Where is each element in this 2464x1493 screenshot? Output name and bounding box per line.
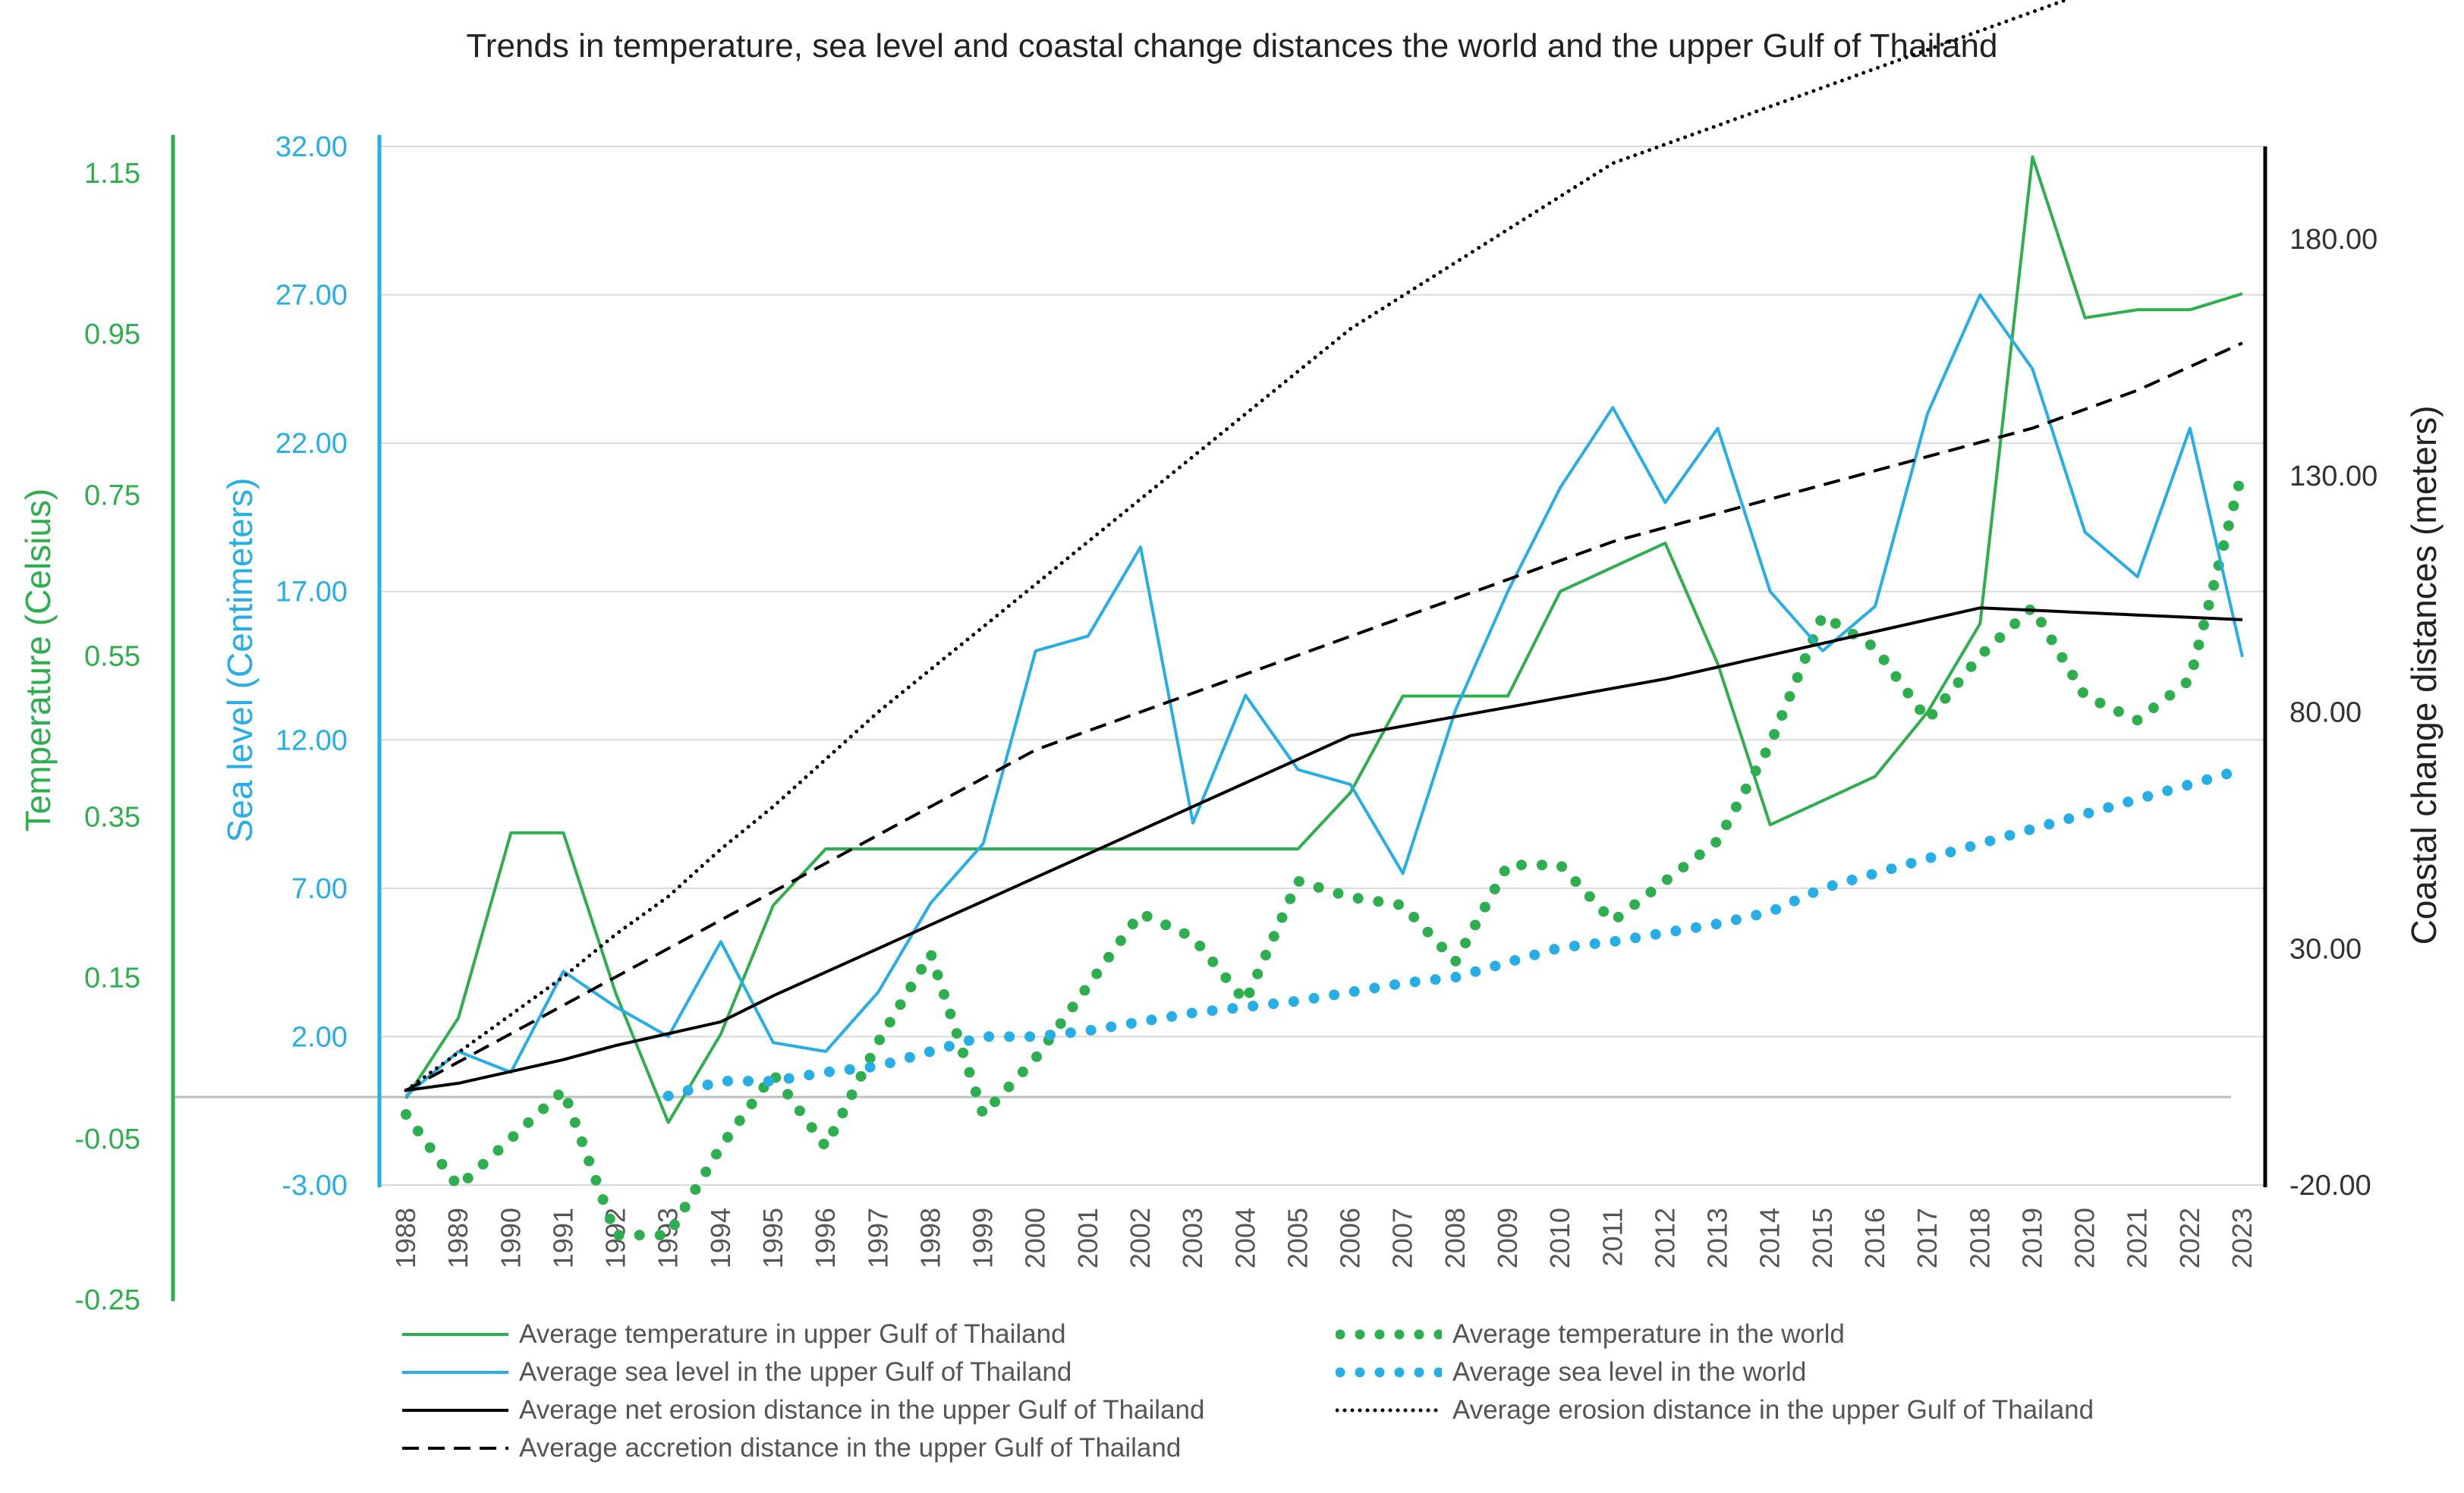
legend-label-temp-gulf: Average temperature in upper Gulf of Tha… — [519, 1319, 1066, 1349]
legend-item-erosion: Average erosion distance in the upper Gu… — [1336, 1392, 2094, 1429]
legend-label-temp-world: Average temperature in the world — [1452, 1319, 1845, 1349]
legend-swatch-sea-gulf — [402, 1371, 508, 1374]
series-line-temp_gulf — [404, 155, 2243, 1124]
temperature-tick-label: 0.75 — [84, 479, 140, 511]
legend-label-accretion: Average accretion distance in the upper … — [519, 1433, 1182, 1463]
legend-label-sea-world: Average sea level in the world — [1452, 1357, 1807, 1387]
legend-item-sea-world: Average sea level in the world — [1336, 1354, 1806, 1391]
temperature-tick-label: 0.55 — [84, 640, 140, 672]
x-tick-label: 2001 — [1072, 1208, 1103, 1268]
x-tick-label: 2009 — [1492, 1208, 1523, 1268]
x-tick-label: 2015 — [1807, 1208, 1838, 1268]
x-tick-label: 1988 — [390, 1208, 421, 1268]
sea-level-tick-label: 27.00 — [275, 280, 348, 312]
x-tick-label: 1998 — [914, 1208, 946, 1268]
sea-level-tick-label: 17.00 — [275, 577, 348, 608]
x-tick-label: 2013 — [1702, 1208, 1733, 1268]
legend-label-erosion: Average erosion distance in the upper Gu… — [1452, 1395, 2094, 1425]
temperature-tick-label: 1.15 — [84, 158, 140, 190]
x-tick-label: 2011 — [1597, 1208, 1628, 1266]
x-tick-label: 2014 — [1754, 1208, 1786, 1268]
sea-level-tick-label: -3.00 — [282, 1170, 348, 1202]
x-tick-label: 2016 — [1859, 1208, 1890, 1268]
x-tick-label: 1989 — [442, 1208, 474, 1268]
x-tick-label: 2018 — [1964, 1208, 1995, 1268]
legend-label-sea-gulf: Average sea level in the upper Gulf of T… — [519, 1357, 1072, 1387]
x-tick-label: 2010 — [1544, 1208, 1575, 1268]
sea-level-tick-label: 32.00 — [275, 131, 348, 163]
series-line-erosion — [404, 0, 2072, 1092]
legend-swatch-temp-gulf — [402, 1333, 508, 1336]
x-tick-label: 2021 — [2122, 1208, 2153, 1268]
legend-swatch-accretion — [402, 1447, 508, 1450]
series-line-temp_world — [401, 465, 2248, 1241]
temperature-tick-label: -0.05 — [74, 1124, 140, 1155]
x-tick-label: 2012 — [1649, 1208, 1680, 1268]
legend-item-net-erosion: Average net erosion distance in the uppe… — [402, 1392, 1204, 1429]
x-tick-label: 1994 — [705, 1208, 736, 1268]
series-line-accretion — [405, 341, 2243, 1092]
coastal-tick-label: 180.00 — [2289, 224, 2377, 256]
temperature-tick-label: 0.95 — [84, 319, 140, 350]
x-tick-label: 1996 — [810, 1208, 841, 1268]
legend-swatch-net-erosion — [402, 1409, 508, 1412]
sea-level-tick-label: 22.00 — [275, 428, 348, 460]
coastal-tick-label: 130.00 — [2289, 460, 2377, 492]
x-tick-label: 2003 — [1177, 1208, 1208, 1268]
x-tick-label: 2005 — [1282, 1208, 1313, 1268]
sea-level-axis-title: Sea level (Centimeters) — [220, 478, 260, 843]
legend-item-sea-gulf: Average sea level in the upper Gulf of T… — [402, 1354, 1072, 1391]
x-tick-label: 2022 — [2174, 1208, 2205, 1268]
sea-level-tick-label: 7.00 — [291, 873, 348, 905]
x-tick-label: 2020 — [2069, 1208, 2101, 1268]
legend-item-temp-gulf: Average temperature in upper Gulf of Tha… — [402, 1316, 1066, 1353]
legend-item-temp-world: Average temperature in the world — [1336, 1316, 1845, 1353]
coastal-axis-title: Coastal change distances (meters) — [2404, 406, 2444, 945]
x-tick-label: 2000 — [1020, 1208, 1051, 1268]
coastal-tick-label: 30.00 — [2289, 933, 2362, 965]
x-tick-label: 2004 — [1229, 1208, 1260, 1268]
x-tick-label: 2017 — [1912, 1208, 1943, 1268]
temperature-tick-label: -0.25 — [74, 1284, 140, 1316]
temperature-axis-title: Temperature (Celsius) — [18, 489, 58, 831]
x-tick-label: 1995 — [757, 1208, 788, 1268]
sea-level-tick-label: 2.00 — [291, 1021, 348, 1053]
x-tick-label: 1999 — [968, 1208, 999, 1268]
legend-swatch-erosion — [1336, 1408, 1442, 1413]
x-tick-label: 2007 — [1387, 1208, 1418, 1268]
series-line-net_erosion — [405, 606, 2243, 1092]
temperature-tick-label: 0.15 — [84, 963, 140, 995]
coastal-tick-label: -20.00 — [2289, 1170, 2371, 1202]
legend-label-net-erosion: Average net erosion distance in the uppe… — [519, 1395, 1205, 1425]
coastal-tick-label: 80.00 — [2289, 697, 2362, 729]
temperature-tick-label: 0.35 — [84, 802, 140, 834]
sea-level-tick-label: 12.00 — [275, 724, 348, 756]
series-line-sea_gulf — [404, 293, 2244, 1098]
x-tick-label: 2023 — [2226, 1208, 2258, 1268]
chart-legend: Average temperature in upper Gulf of Tha… — [402, 1316, 2148, 1483]
x-tick-label: 2006 — [1335, 1208, 1366, 1268]
series-line-sea_world — [662, 764, 2248, 1102]
legend-swatch-sea-world — [1336, 1367, 1442, 1378]
chart-title: Trends in temperature, sea level and coa… — [466, 27, 1998, 64]
x-tick-label: 2002 — [1125, 1208, 1156, 1268]
legend-item-accretion: Average accretion distance in the upper … — [402, 1430, 1181, 1466]
x-tick-label: 2019 — [2016, 1208, 2047, 1268]
x-tick-label: 1990 — [495, 1208, 526, 1268]
legend-swatch-temp-world — [1336, 1329, 1442, 1340]
x-tick-label: 1997 — [862, 1208, 893, 1268]
x-tick-label: 2008 — [1440, 1208, 1471, 1268]
x-tick-label: 1991 — [547, 1208, 578, 1268]
